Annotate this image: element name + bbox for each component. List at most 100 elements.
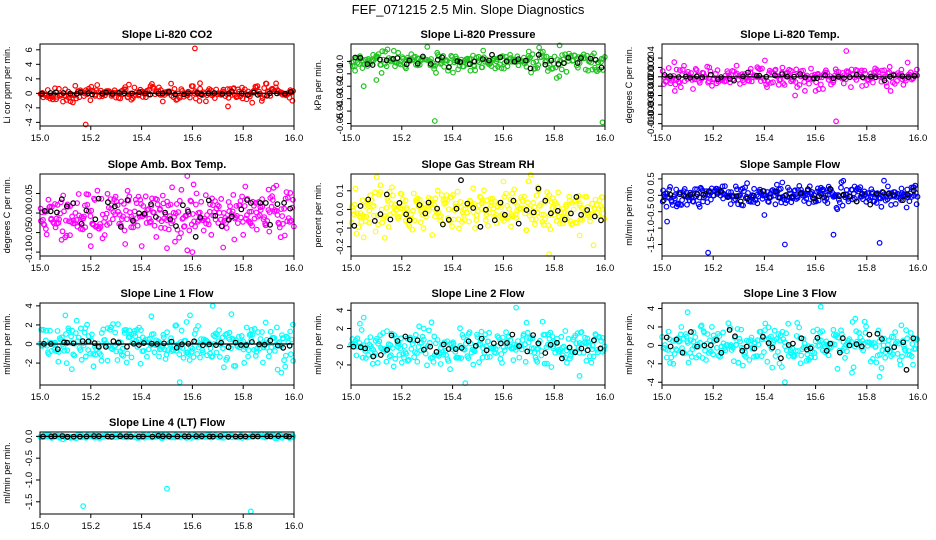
data-point — [56, 85, 62, 92]
reference-point — [92, 216, 99, 223]
data-point — [470, 361, 477, 368]
reference-point — [830, 75, 837, 82]
reference-point — [911, 72, 918, 79]
data-point — [590, 242, 597, 249]
chart-panel-1: Slope Li-820 CO2 Li cor ppm per min. 15.0 1… — [2, 29, 303, 144]
data-points — [348, 304, 608, 387]
data-point — [268, 203, 275, 210]
reference-point — [821, 194, 827, 201]
x-tick-label: 15.0 — [653, 133, 672, 144]
data-point — [526, 205, 533, 212]
data-point — [410, 207, 417, 214]
data-point — [249, 88, 256, 95]
reference-point — [841, 75, 847, 81]
data-point — [245, 353, 252, 360]
y-tick-label: 0 — [24, 341, 35, 346]
data-point — [182, 337, 189, 344]
data-point — [249, 99, 256, 106]
data-point — [282, 363, 289, 370]
data-point — [441, 63, 448, 70]
outlier-point — [876, 239, 883, 246]
data-point — [248, 208, 255, 215]
reference-point — [827, 340, 834, 347]
data-point — [124, 350, 131, 357]
y-tick-label: 4 — [24, 62, 35, 67]
plot-frame — [350, 302, 606, 386]
data-point — [684, 201, 690, 208]
data-point — [88, 331, 95, 338]
data-point — [755, 341, 762, 348]
data-point — [61, 208, 67, 215]
data-point — [352, 185, 359, 192]
data-point — [858, 67, 865, 74]
x-tick-label: 15.6 — [806, 392, 825, 403]
data-point — [796, 324, 803, 331]
data-point — [770, 79, 776, 86]
reference-point — [542, 350, 549, 356]
data-point — [499, 334, 506, 341]
data-point — [475, 208, 482, 214]
outlier-point — [82, 121, 89, 128]
data-point — [412, 331, 419, 338]
data-point — [909, 341, 916, 347]
data-point — [115, 208, 121, 215]
data-point — [409, 340, 416, 347]
data-point — [179, 215, 186, 222]
data-point — [283, 189, 290, 196]
data-point — [171, 85, 178, 92]
reference-point — [743, 343, 750, 350]
reference-point — [739, 347, 746, 354]
data-point — [172, 238, 178, 245]
reference-point — [61, 339, 67, 346]
data-point — [288, 217, 295, 224]
reference-point — [471, 58, 478, 65]
data-point — [881, 177, 887, 184]
data-point — [261, 214, 268, 221]
plot-frame — [661, 43, 919, 127]
data-point — [558, 66, 565, 73]
data-point — [598, 338, 605, 344]
data-point — [485, 222, 491, 229]
data-point — [888, 201, 894, 208]
data-point — [40, 326, 47, 333]
data-point — [474, 331, 480, 338]
outlier-point — [576, 232, 583, 239]
reference-point — [244, 91, 251, 98]
data-point — [819, 328, 826, 335]
data-point — [746, 357, 753, 363]
reference-point — [439, 54, 446, 61]
reference-point — [486, 57, 492, 64]
data-point — [423, 213, 429, 220]
data-point — [450, 69, 456, 76]
data-point — [169, 184, 176, 191]
reference-point — [687, 191, 694, 198]
data-point — [899, 353, 905, 360]
reference-point — [760, 188, 766, 194]
reference-point — [197, 214, 204, 221]
outlier-point — [782, 379, 788, 386]
data-point — [725, 320, 732, 327]
data-point — [157, 205, 164, 212]
outlier-point — [360, 234, 367, 241]
data-point — [740, 362, 746, 369]
plot-frame — [350, 43, 606, 127]
x-tick-label: 15.2 — [393, 392, 412, 403]
x-tick-label: 16.0 — [285, 392, 304, 403]
data-point — [759, 65, 765, 72]
data-point — [383, 358, 390, 365]
data-point — [907, 330, 914, 336]
data-point — [690, 329, 697, 336]
data-point — [266, 228, 273, 235]
outlier-point — [761, 212, 768, 218]
reference-point — [384, 346, 391, 353]
data-point — [173, 322, 180, 329]
data-point — [43, 231, 50, 238]
data-point — [383, 204, 390, 211]
data-point — [230, 191, 237, 198]
data-point — [457, 325, 464, 332]
y-tick-label: -0.5 — [646, 204, 657, 220]
data-point — [398, 191, 405, 197]
reference-point — [394, 55, 401, 61]
data-point — [59, 334, 65, 341]
reference-point — [807, 345, 814, 352]
